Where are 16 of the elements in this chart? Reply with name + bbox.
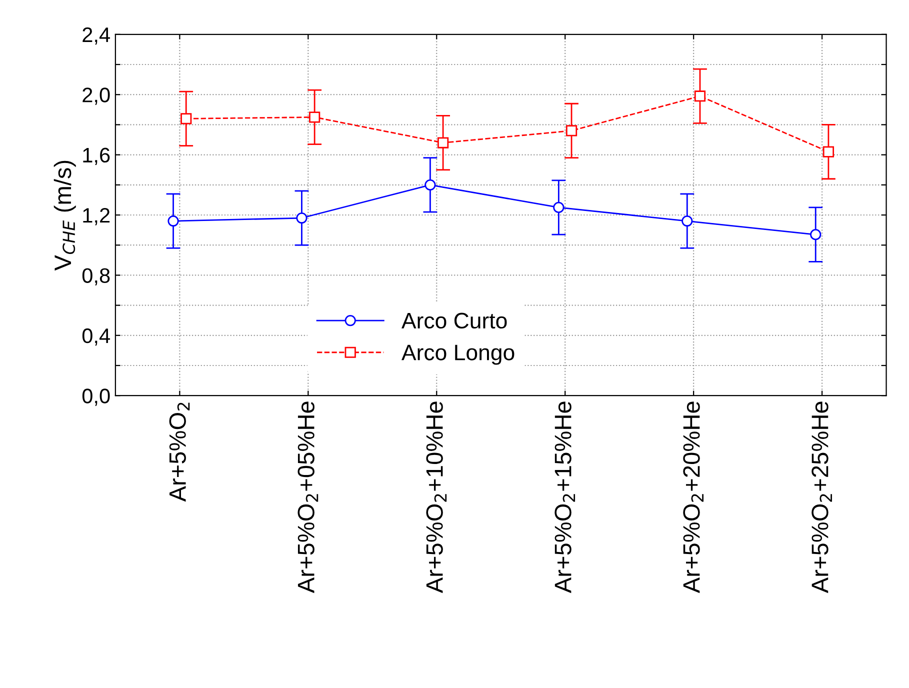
legend-label: Arco Curto <box>402 312 507 329</box>
legend-label: Arco Longo <box>402 344 514 365</box>
y-tick-label: 1,2 <box>83 208 110 226</box>
x-tick-label: Ar+5%O$_{2}$+10%He <box>426 402 447 594</box>
y-tick-label: 1,6 <box>83 148 110 166</box>
y-tick-label: 2,4 <box>82 27 110 45</box>
x-tick-label: Ar+5%O$_{2}$+15%He <box>554 402 576 594</box>
x-tick-label: Ar+5%O$_{2}$+20%He <box>683 402 704 594</box>
x-tick-label: Ar+5%O$_{2}$+25%He <box>812 402 832 594</box>
y-tick-label: 2,0 <box>82 88 110 105</box>
y-tick-label: 0,0 <box>82 388 110 406</box>
y-tick-label: 0,4 <box>82 328 110 346</box>
y-axis-title: V$_{CHE}$ (m/s) <box>54 160 76 271</box>
x-tick-label: Ar+5%O$_{2}$ <box>169 402 190 502</box>
x-tick-label: Ar+5%O$_{2}$+05%He <box>298 402 318 594</box>
y-tick-label: 0,8 <box>82 268 110 286</box>
